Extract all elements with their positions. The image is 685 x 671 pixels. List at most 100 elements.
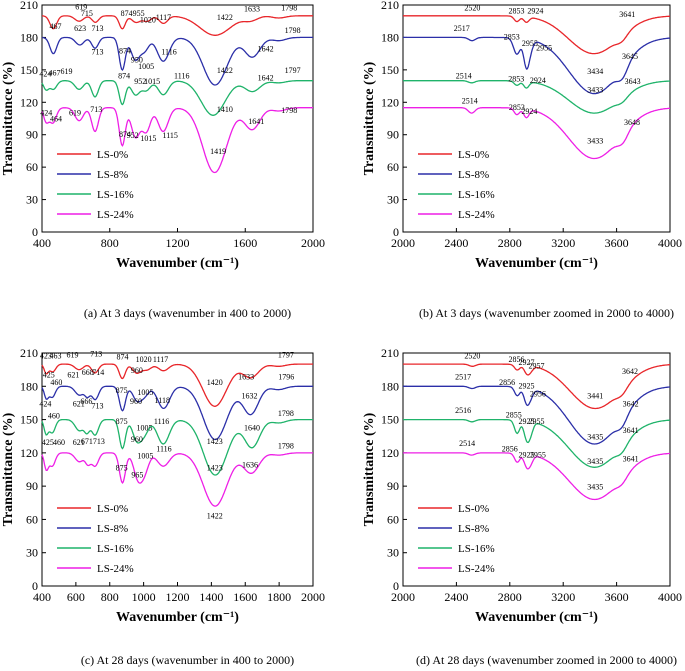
plot-frame: [402, 352, 671, 587]
series-line-ls-16pct: [41, 418, 313, 476]
x-tick-label: 2000: [391, 236, 415, 250]
peak-label: 3433: [587, 86, 603, 95]
y-tick-label: 150: [381, 63, 399, 77]
x-tick-label: 400: [33, 236, 51, 250]
peak-label: 1005: [136, 424, 152, 433]
peak-label: 1423: [207, 437, 223, 446]
x-tick-label: 1600: [233, 236, 257, 250]
series-line-ls-24pct: [41, 107, 313, 174]
chart-panel-2: 2000 2400 2800 3200 3600 4000 0 30 60 90 120 150 180…: [362, 0, 682, 320]
panel-caption: (c) At 28 days (wavenumber in 400 to 200…: [81, 653, 294, 667]
peak-label: 2514: [462, 96, 478, 105]
peak-label: 1115: [163, 131, 178, 140]
peak-label: 875: [116, 417, 128, 426]
peak-label: 952: [134, 77, 146, 86]
y-tick-label: 150: [20, 413, 38, 427]
x-tick-label: 400: [33, 590, 51, 604]
peak-label: 1117: [156, 13, 171, 22]
x-tick-label: 800: [101, 590, 119, 604]
peak-label: 425: [42, 438, 54, 447]
series-line-ls-0pct: [403, 363, 670, 410]
peak-label: 1419: [210, 147, 226, 156]
legend-entry: LS-0%: [458, 503, 489, 515]
y-tick-label: 210: [381, 346, 399, 360]
y-tick-label: 90: [26, 128, 38, 142]
y-tick-label: 120: [20, 446, 38, 460]
y-axis-label: Transmittance (%): [1, 61, 16, 175]
peak-label: 3648: [624, 118, 640, 127]
peak-label: 713: [90, 349, 102, 358]
peak-label: 1423: [207, 464, 223, 473]
x-tick-label: 1800: [267, 590, 291, 604]
legend-entry: LS-8%: [97, 523, 128, 535]
peak-label: 2924: [527, 7, 543, 16]
series-line-ls-8pct: [41, 36, 313, 86]
peak-label: 1641: [248, 117, 264, 126]
series-line-ls-8pct: [403, 385, 670, 445]
peak-label: 1422: [217, 66, 233, 75]
x-tick-label: 3600: [605, 236, 629, 250]
y-tick-label: 180: [20, 30, 38, 44]
x-tick-label: 600: [67, 590, 85, 604]
legend-entry: LS-24%: [458, 209, 495, 221]
peak-label: 460: [50, 378, 62, 387]
peak-label: 874: [119, 130, 131, 139]
series-line-ls-24pct: [41, 452, 313, 507]
x-tick-label: 4000: [658, 590, 682, 604]
peak-label: 2517: [455, 373, 471, 382]
peak-label: 1633: [238, 373, 254, 382]
y-tick-label: 90: [26, 479, 38, 493]
y-tick-label: 0: [393, 579, 399, 593]
peak-label: 875: [116, 464, 128, 473]
peak-label: 464: [50, 115, 62, 124]
y-tick-label: 90: [387, 479, 399, 493]
y-tick-label: 210: [381, 0, 399, 12]
peak-label: 2924: [521, 107, 537, 116]
peak-label: 1005: [137, 451, 153, 460]
peak-label: 1116: [156, 445, 171, 454]
panel-caption: (d) At 28 days (wavenumber zoomed in 200…: [416, 653, 677, 667]
peak-label: 1116: [174, 72, 189, 81]
peak-label: 2955: [529, 417, 545, 426]
peak-label: 2516: [455, 406, 471, 415]
peak-label: 666: [80, 397, 92, 406]
peak-label: 1797: [285, 66, 301, 75]
legend-entry: LS-0%: [458, 149, 489, 161]
y-tick-label: 30: [387, 546, 399, 560]
legend-entry: LS-16%: [97, 543, 134, 555]
peak-label: 1116: [154, 417, 169, 426]
x-tick-label: 2800: [498, 236, 522, 250]
peak-label: 2955: [522, 39, 538, 48]
peak-label: 1116: [161, 48, 176, 57]
y-tick-label: 60: [387, 160, 399, 174]
peak-label: 2856: [502, 445, 518, 454]
peak-label: 423: [40, 352, 52, 361]
peak-label: 3434: [587, 67, 603, 76]
chart-panel-4: 2000 2400 2800 3200 3600 4000 0 30 60 90 120 150 180…: [362, 346, 682, 667]
peak-label: 2853: [508, 75, 524, 84]
peak-label: 2853: [504, 33, 520, 42]
peak-label: 874955: [121, 9, 145, 18]
peak-label: 713: [92, 24, 104, 33]
x-tick-label: 3600: [605, 590, 629, 604]
legend-entry: LS-8%: [97, 169, 128, 181]
y-axis-label: Transmittance (%): [362, 412, 377, 526]
peak-label: 671713: [81, 437, 105, 446]
y-tick-label: 210: [20, 346, 38, 360]
peak-label: 1420: [207, 378, 223, 387]
peak-label: 621: [73, 399, 85, 408]
series-line-ls-16pct: [403, 418, 671, 468]
peak-label: 467: [50, 22, 62, 31]
peak-label: 1422: [217, 13, 233, 22]
peak-label: 1797: [278, 350, 294, 359]
y-tick-label: 30: [26, 546, 38, 560]
y-tick-label: 210: [20, 0, 38, 12]
peak-label: 623: [74, 24, 86, 33]
x-axis-label: Wavenumber (cm⁻¹): [116, 256, 239, 271]
peak-label: 1117: [153, 355, 168, 364]
peak-label: 2956: [530, 389, 546, 398]
peak-label: 874: [118, 72, 130, 81]
peak-label: 1422: [207, 511, 223, 520]
legend-entry: LS-24%: [458, 563, 495, 575]
